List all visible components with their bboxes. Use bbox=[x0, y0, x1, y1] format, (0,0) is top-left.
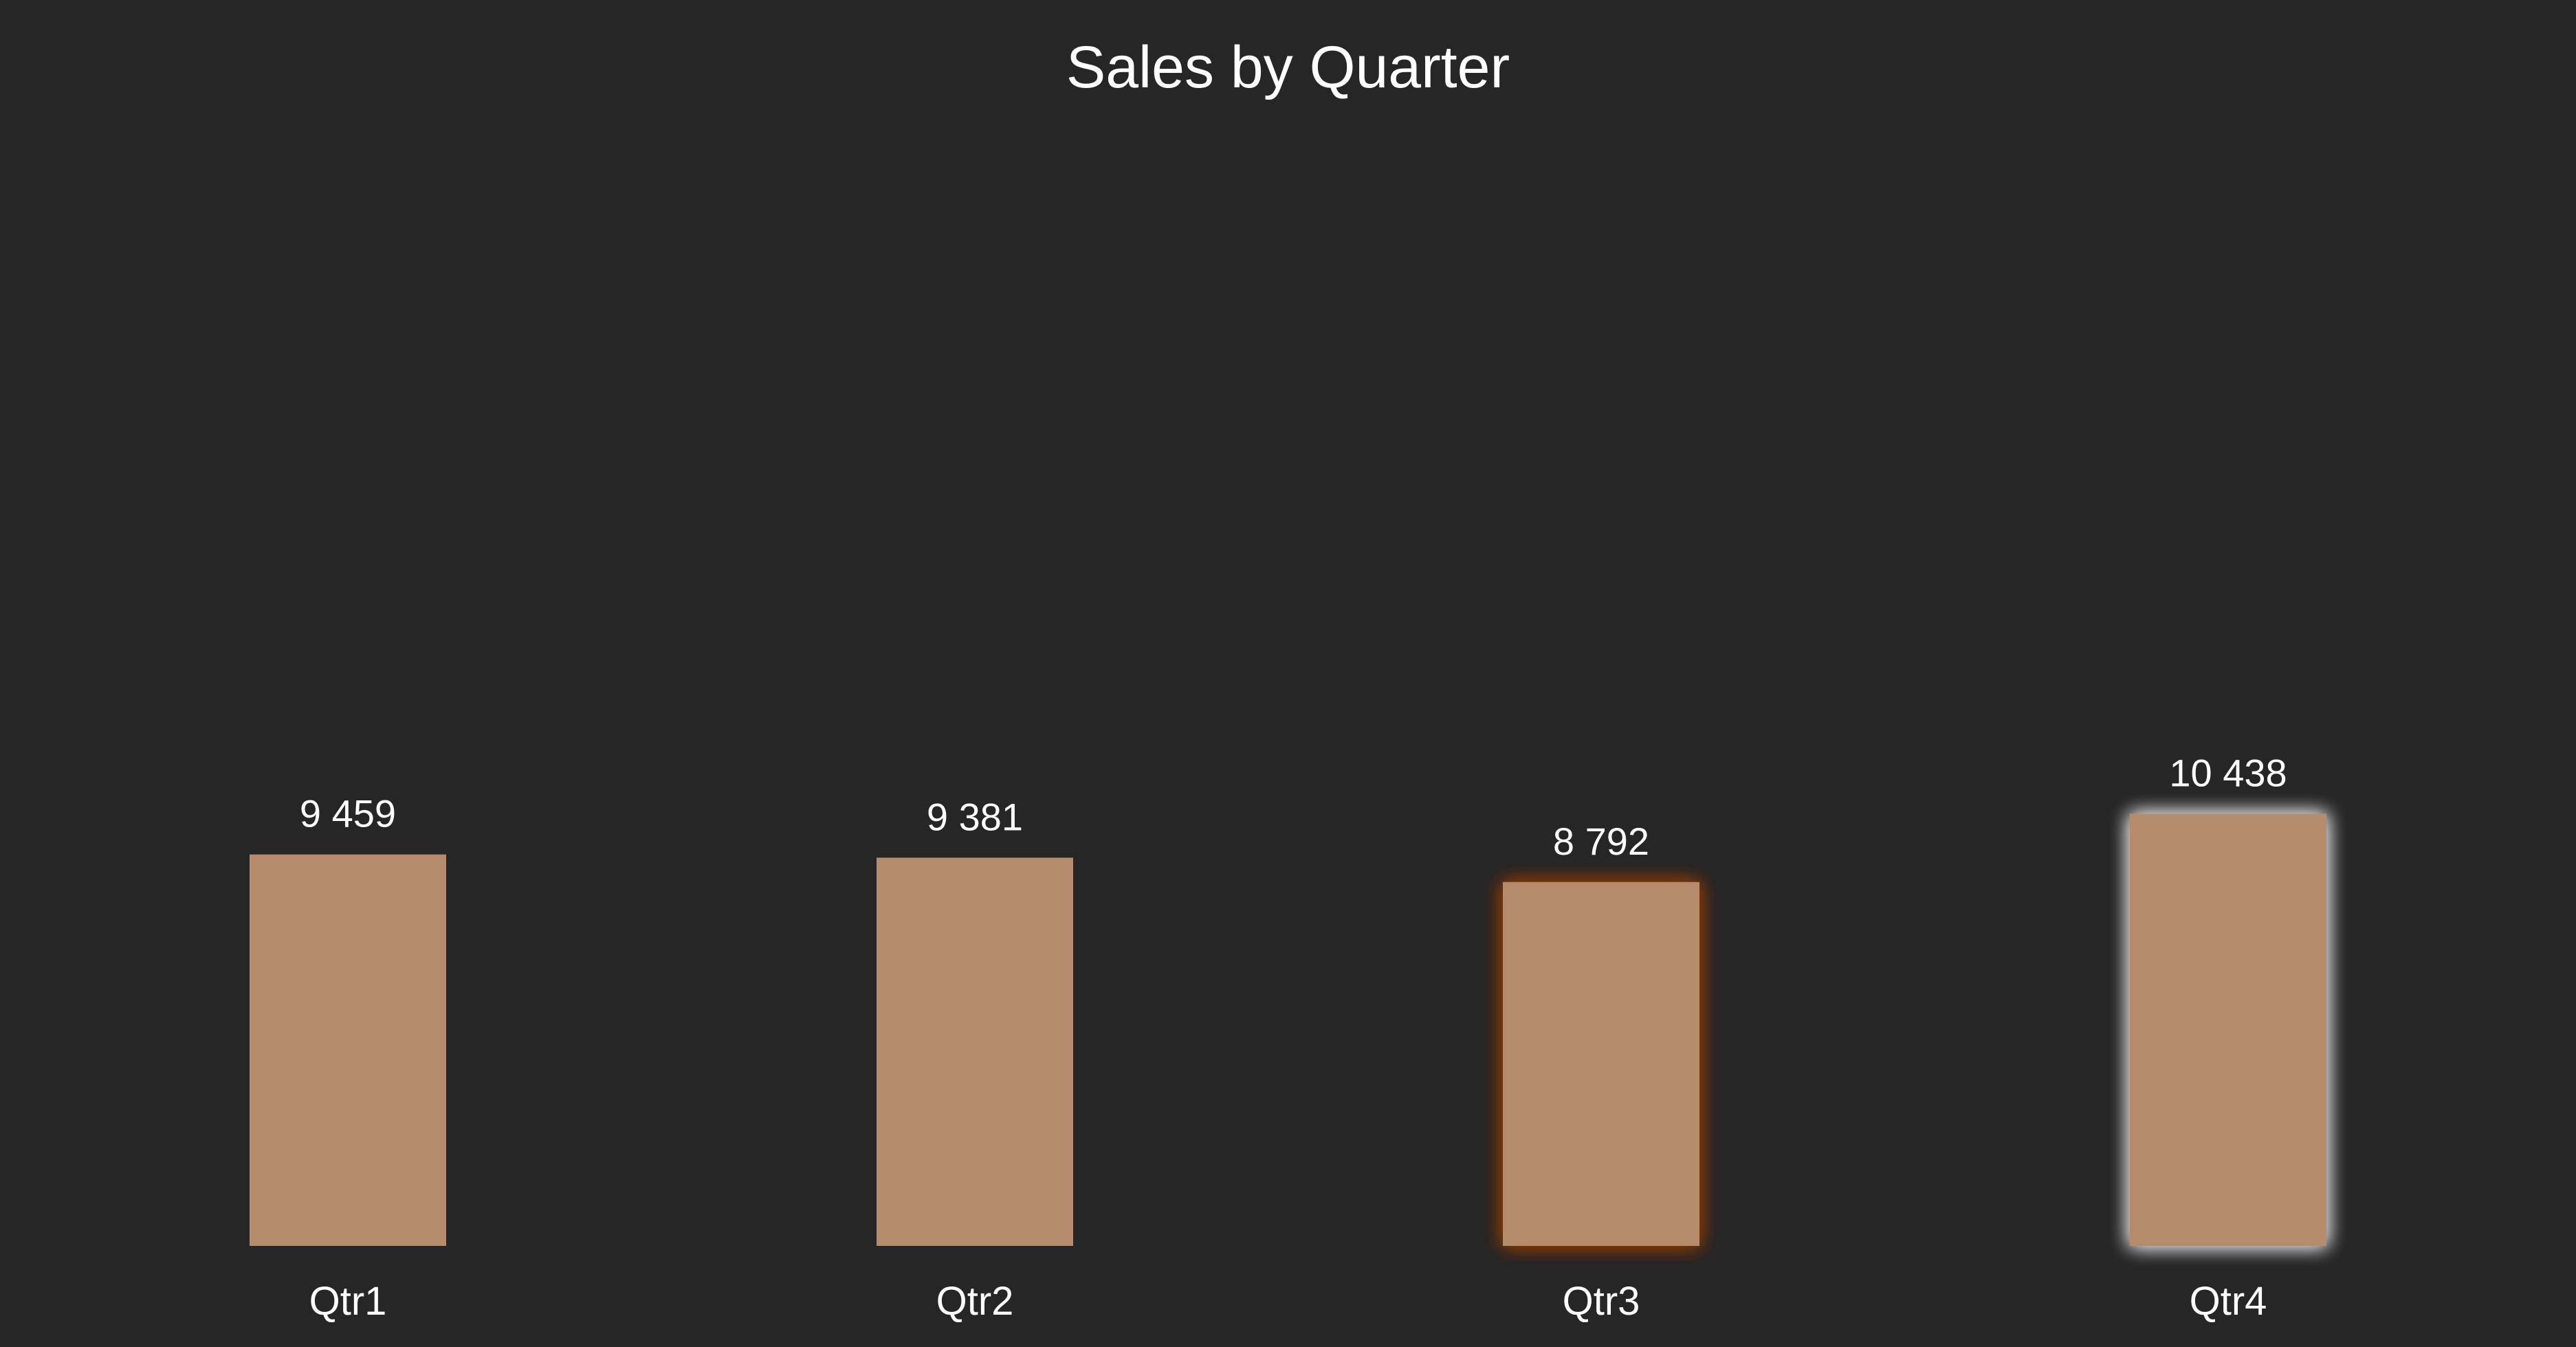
data-label-qtr1: 9 459 bbox=[300, 792, 396, 835]
x-tick-label-qtr1: Qtr1 bbox=[309, 1279, 387, 1324]
data-label-qtr2: 9 381 bbox=[927, 795, 1023, 838]
data-label-qtr3: 8 792 bbox=[1553, 820, 1649, 863]
data-label-qtr4: 10 438 bbox=[2169, 752, 2287, 795]
x-tick-label-qtr2: Qtr2 bbox=[936, 1279, 1014, 1324]
x-tick-label-qtr4: Qtr4 bbox=[2190, 1279, 2267, 1324]
bar-qtr2 bbox=[877, 857, 1073, 1246]
chart-title: Sales by Quarter bbox=[1066, 34, 1510, 100]
bar-qtr4 bbox=[2130, 813, 2326, 1246]
x-tick-label-qtr3: Qtr3 bbox=[1563, 1279, 1640, 1324]
bar-qtr1 bbox=[250, 854, 446, 1246]
bar-qtr3 bbox=[1503, 881, 1699, 1246]
